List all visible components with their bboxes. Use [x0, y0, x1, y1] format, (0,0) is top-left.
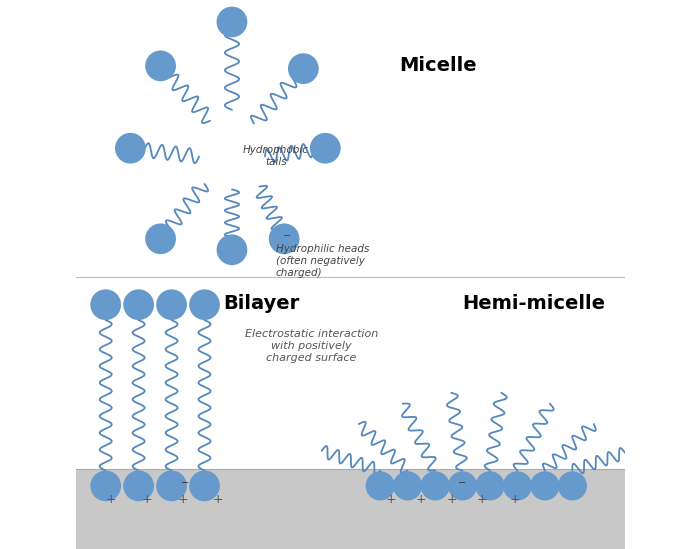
Ellipse shape	[115, 133, 146, 164]
Ellipse shape	[216, 7, 247, 37]
Text: +: +	[386, 493, 396, 506]
Text: +: +	[416, 493, 427, 506]
Ellipse shape	[310, 133, 341, 164]
Text: Hydrophilic heads
(often negatively
charged): Hydrophilic heads (often negatively char…	[276, 244, 370, 277]
Text: Hydrophobic
tails: Hydrophobic tails	[243, 145, 309, 167]
Ellipse shape	[156, 470, 187, 501]
Text: −: −	[283, 231, 291, 241]
Ellipse shape	[365, 471, 395, 501]
Ellipse shape	[421, 471, 449, 501]
Text: +: +	[106, 493, 116, 506]
Text: −: −	[181, 478, 190, 488]
Text: +: +	[510, 493, 520, 506]
Text: +: +	[447, 493, 457, 506]
Ellipse shape	[393, 471, 422, 501]
Ellipse shape	[288, 53, 318, 84]
Ellipse shape	[156, 289, 187, 320]
Text: Electrostatic interaction
with positively
charged surface: Electrostatic interaction with positivel…	[245, 329, 378, 362]
Text: +: +	[213, 493, 223, 506]
Text: +: +	[177, 493, 188, 506]
Text: Bilayer: Bilayer	[224, 294, 300, 313]
Ellipse shape	[269, 223, 300, 254]
Ellipse shape	[145, 51, 176, 81]
Bar	[76, 469, 624, 549]
Text: −: −	[458, 478, 467, 488]
Ellipse shape	[90, 470, 121, 501]
Text: Hemi-micelle: Hemi-micelle	[463, 294, 606, 313]
Text: Micelle: Micelle	[399, 57, 477, 75]
Ellipse shape	[558, 471, 587, 501]
Ellipse shape	[448, 471, 477, 501]
Ellipse shape	[123, 470, 154, 501]
Ellipse shape	[189, 289, 220, 320]
Ellipse shape	[90, 289, 121, 320]
Text: +: +	[141, 493, 152, 506]
Ellipse shape	[216, 234, 247, 265]
Ellipse shape	[503, 471, 532, 501]
Text: +: +	[477, 493, 487, 506]
Ellipse shape	[189, 470, 220, 501]
Ellipse shape	[531, 471, 559, 501]
Ellipse shape	[145, 223, 176, 254]
Ellipse shape	[123, 289, 154, 320]
Ellipse shape	[475, 471, 505, 501]
